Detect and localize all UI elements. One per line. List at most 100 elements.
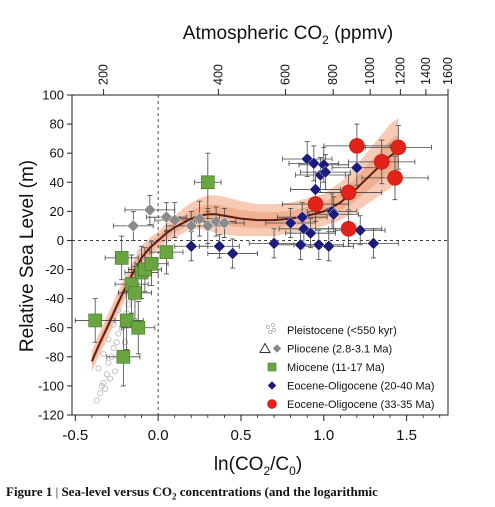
legend-pleistocene-icon bbox=[272, 328, 276, 332]
eocene-oligocene-20-40-point bbox=[350, 161, 364, 175]
pleistocene-point bbox=[121, 339, 129, 346]
figure-caption: Figure 1 | Sea-level versus CO2 concentr… bbox=[6, 484, 492, 502]
eocene-oligocene-33-35-point bbox=[387, 170, 403, 186]
pleistocene-point bbox=[98, 382, 105, 389]
miocene-point bbox=[131, 320, 146, 335]
y-tick-label: -120 bbox=[38, 408, 64, 423]
legend-pleistocene-icon bbox=[271, 323, 275, 327]
legend-pleistocene-icon bbox=[266, 325, 270, 329]
top-tick-label: 1000 bbox=[363, 57, 377, 85]
eocene-oligocene-20-40-point bbox=[309, 183, 322, 196]
pleistocene-point bbox=[105, 336, 112, 343]
pleistocene-point bbox=[100, 379, 107, 387]
caption-separator: | bbox=[52, 484, 62, 499]
legend-label: Eocene-Oligocene (20-40 Ma) bbox=[287, 381, 434, 393]
x-tick-label: -0.5 bbox=[62, 427, 88, 444]
figure-label: Figure 1 bbox=[6, 484, 53, 499]
eocene-oligocene-20-40-point bbox=[294, 238, 307, 252]
eocene-oligocene-33-35-point bbox=[340, 184, 357, 201]
miocene-point bbox=[128, 286, 142, 300]
eocene-oligocene-20-40-point bbox=[327, 207, 341, 221]
pliocene-point bbox=[126, 219, 140, 233]
caption-text-prefix: Sea-level versus CO bbox=[61, 484, 172, 499]
caption-text-sub: 2 bbox=[171, 491, 177, 502]
y-tick-label: 40 bbox=[50, 175, 64, 190]
y-tick-label: 20 bbox=[50, 204, 64, 219]
y-tick-label: 60 bbox=[50, 146, 64, 161]
pleistocene-point bbox=[112, 368, 119, 375]
x-axis-title: ln(CO2/C0) bbox=[214, 454, 302, 478]
x-tick-label: 1.5 bbox=[396, 427, 417, 444]
pleistocene-point bbox=[125, 301, 132, 308]
pleistocene-point bbox=[105, 359, 112, 366]
y-axis-title: Relative Sea Level (m) bbox=[17, 160, 38, 352]
y-tick-label: -40 bbox=[45, 291, 64, 306]
pliocene-point bbox=[209, 215, 223, 228]
x-tick-label: 1.0 bbox=[313, 427, 334, 444]
y-tick-label: -20 bbox=[45, 262, 64, 277]
pliocene-point bbox=[143, 203, 157, 217]
eocene-oligocene-20-40-point bbox=[284, 216, 297, 230]
caption-text-suffix: concentrations (and the logarithmic bbox=[176, 484, 378, 499]
top-axis: 200 400 600 800 1000 1200 1400 1600 bbox=[72, 57, 455, 96]
top-tick-label: 1200 bbox=[393, 57, 407, 85]
legend-eocene-oligocene-20-40-icon bbox=[267, 380, 277, 391]
eocene-oligocene-33-35-point bbox=[390, 139, 407, 156]
miocene-point bbox=[119, 313, 134, 328]
pliocene-point bbox=[201, 219, 215, 233]
eocene-oligocene-33-35-point bbox=[307, 196, 324, 212]
legend-pliocene-diamond-icon bbox=[272, 343, 282, 354]
legend-pleistocene-icon bbox=[268, 330, 272, 334]
legend: Pleistocene (<550 kyr) Pliocene (2.8-3.1 … bbox=[259, 323, 434, 411]
data-markers bbox=[88, 138, 407, 364]
eocene-oligocene-20-40-point bbox=[213, 239, 226, 253]
pleistocene-point bbox=[115, 330, 122, 337]
sea-level-co2-chart: 200 400 600 800 1000 1200 1400 1600 Atmospheric… bbox=[17, 23, 455, 478]
y-tick-label: -80 bbox=[45, 349, 64, 364]
miocene-point bbox=[144, 256, 159, 271]
pliocene-point bbox=[184, 219, 198, 233]
legend-miocene-icon bbox=[267, 362, 277, 372]
pleistocene-point bbox=[107, 375, 114, 382]
eocene-oligocene-20-40-point bbox=[322, 239, 336, 253]
legend-label: Pleistocene (<550 kyr) bbox=[287, 325, 397, 337]
legend-pliocene-triangle-icon bbox=[259, 342, 271, 353]
pliocene-point bbox=[218, 216, 231, 230]
legend-label: Pliocene (2.8-3.1 Ma) bbox=[287, 344, 392, 356]
top-tick-label: 600 bbox=[279, 64, 293, 85]
miocene-point bbox=[201, 175, 215, 190]
y-tick-label: 0 bbox=[57, 233, 64, 248]
miocene-point bbox=[159, 245, 174, 259]
miocene-point bbox=[116, 350, 131, 364]
eocene-oligocene-20-40-point bbox=[295, 210, 309, 224]
miocene-point bbox=[114, 251, 129, 265]
top-tick-label: 1600 bbox=[441, 57, 455, 85]
y-tick-label: -60 bbox=[45, 320, 64, 335]
plot-border bbox=[71, 94, 449, 416]
pleistocene-point bbox=[110, 345, 117, 352]
eocene-oligocene-33-35-point bbox=[340, 221, 357, 237]
pleistocene-point bbox=[136, 249, 143, 256]
eocene-oligocene-20-40-point bbox=[312, 238, 326, 252]
eocene-oligocene-20-40-point bbox=[307, 157, 321, 170]
pleistocene-point bbox=[113, 339, 120, 346]
legend-label: Eocene-Oligocene (33-35 Ma) bbox=[287, 399, 434, 411]
pliocene-point bbox=[193, 212, 206, 225]
top-tick-label: 400 bbox=[211, 64, 225, 85]
top-tick-label: 800 bbox=[326, 64, 340, 85]
eocene-oligocene-20-40-point bbox=[319, 165, 332, 179]
y-axis: -120 -100 -80 -60 -40 -20 0 20 40 60 80 100 bbox=[38, 88, 72, 423]
pleistocene-point bbox=[103, 371, 110, 378]
eocene-oligocene-20-40-point bbox=[267, 237, 281, 250]
y-tick-label: -100 bbox=[38, 378, 64, 393]
eocene-oligocene-20-40-point bbox=[184, 239, 198, 253]
pleistocene-point bbox=[95, 365, 102, 372]
eocene-oligocene-20-40-point bbox=[226, 247, 240, 260]
plot-frame bbox=[71, 94, 449, 416]
eocene-oligocene-20-40-point bbox=[304, 226, 317, 240]
legend-eocene-oligocene-33-35-icon bbox=[267, 399, 277, 409]
pleistocene-point bbox=[100, 350, 107, 357]
x-tick-label: 0.5 bbox=[231, 427, 252, 444]
top-tick-label: 1400 bbox=[419, 57, 433, 85]
miocene-point bbox=[88, 313, 102, 328]
